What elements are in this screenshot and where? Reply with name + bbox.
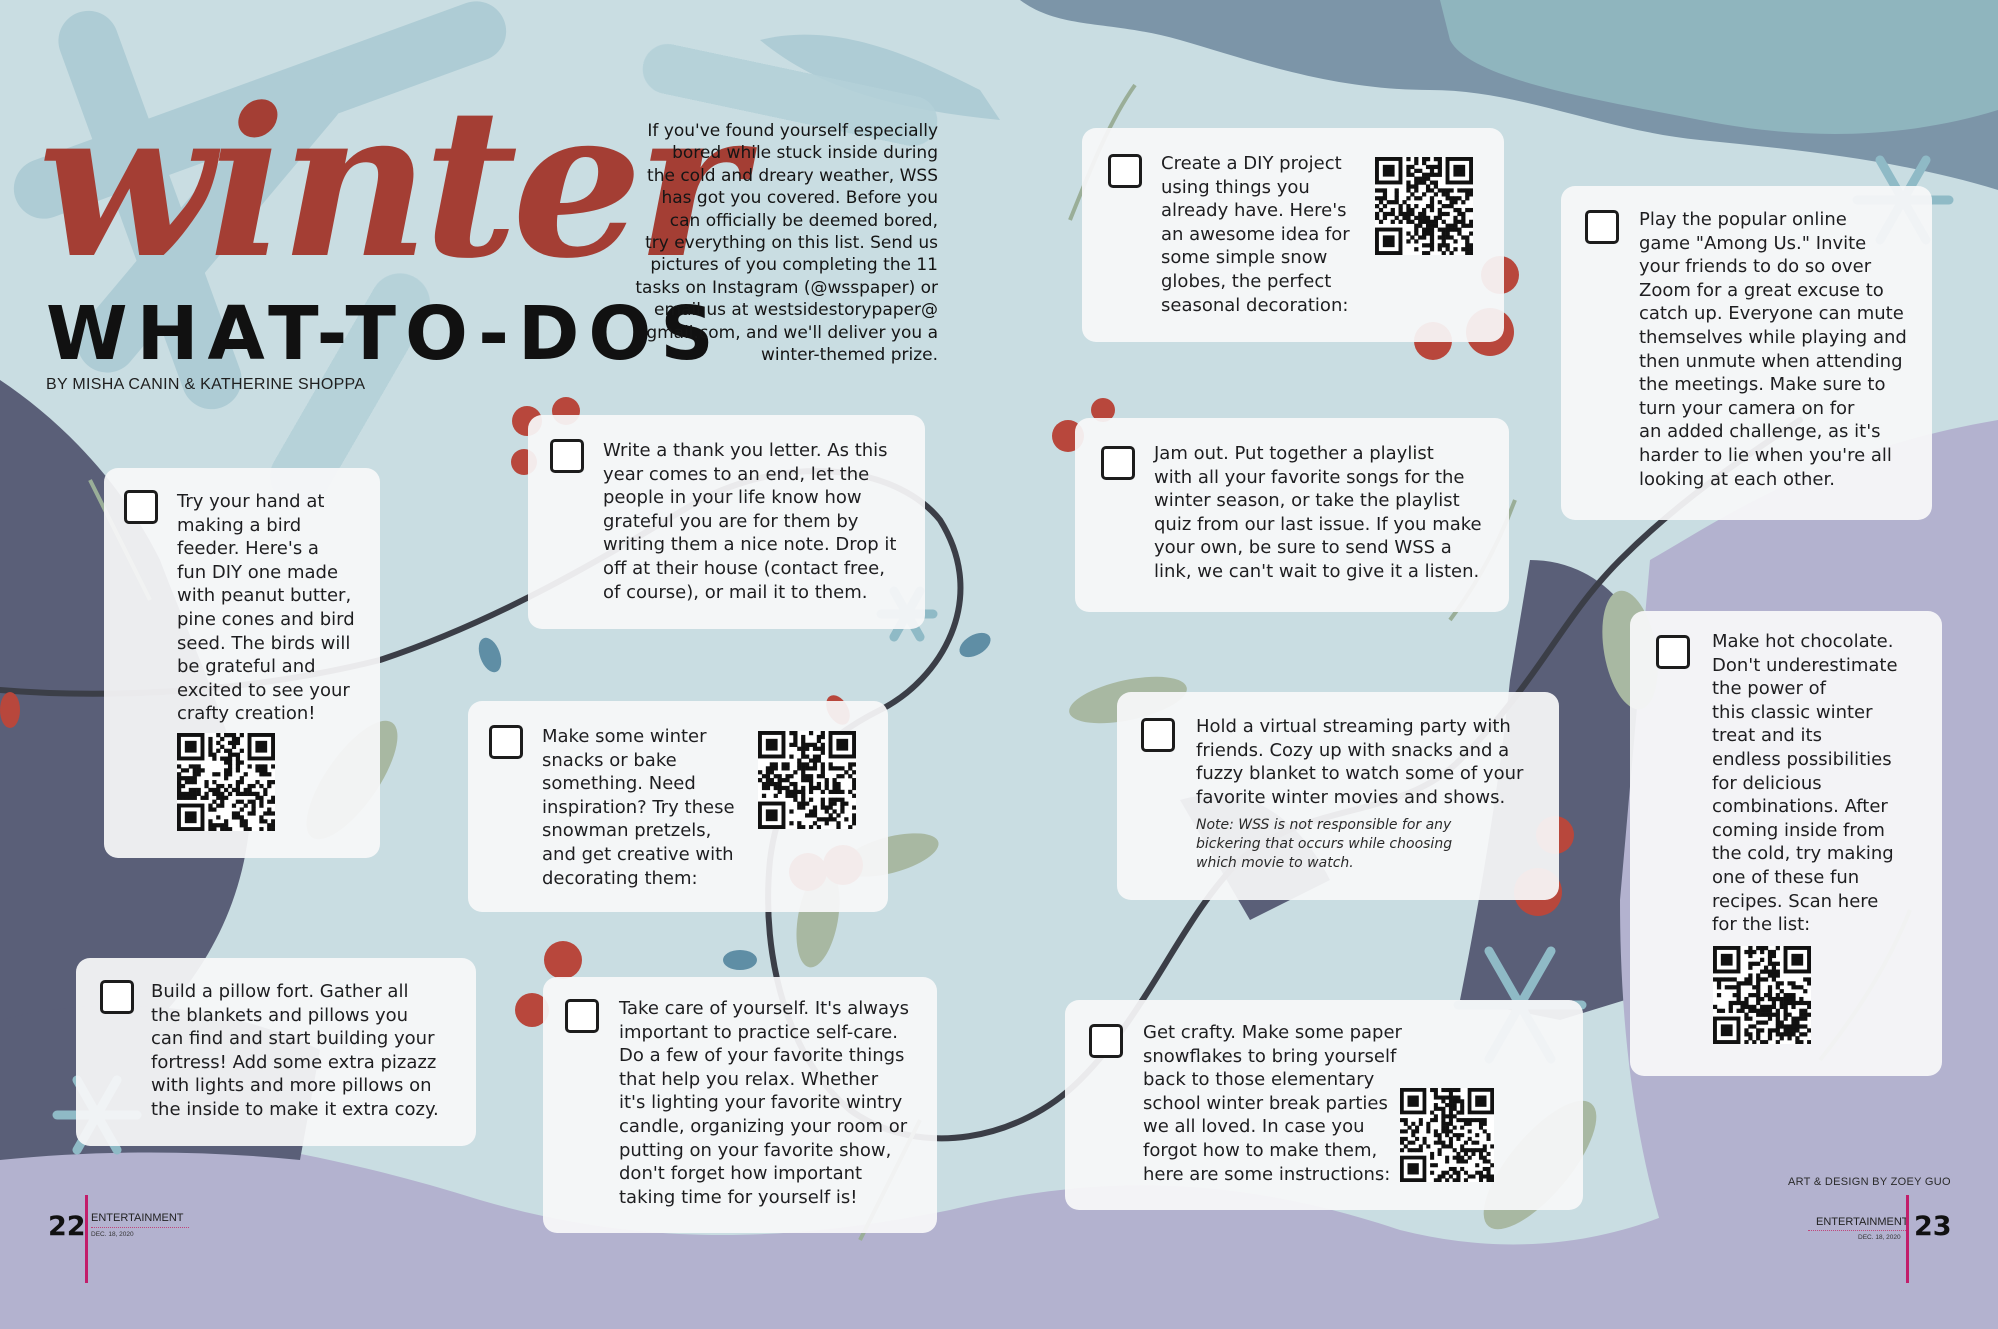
task-text: Make hot chocolate. Don't underestimate … — [1712, 631, 1898, 936]
dotted-rule-right — [1808, 1230, 1906, 1231]
task-text: Write a thank you letter. As this year c… — [603, 440, 897, 603]
task-checkbox[interactable] — [565, 999, 599, 1033]
task-checkbox[interactable] — [1656, 635, 1690, 669]
task-card-among-us: Play the popular online game "Among Us."… — [1561, 186, 1932, 520]
task-text: Create a DIY project using things you al… — [1161, 153, 1350, 316]
task-card-jam-out: Jam out. Put together a playlist with al… — [1075, 418, 1509, 612]
art-credit: ART & DESIGN BY ZOEY GUO — [1788, 1176, 1951, 1188]
byline: BY MISHA CANIN & KATHERINE SHOPPA — [46, 376, 366, 393]
task-card-diy-project: Create a DIY project using things you al… — [1082, 128, 1504, 342]
task-text: Build a pillow fort. Gather all the blan… — [151, 981, 439, 1120]
intro-paragraph: If you've found yourself especially bore… — [635, 121, 938, 366]
task-text: Hold a virtual streaming party with frie… — [1196, 716, 1524, 808]
page-number-left: 22 — [48, 1211, 86, 1242]
task-checkbox[interactable] — [1089, 1024, 1123, 1058]
task-card-thank-you: Write a thank you letter. As this year c… — [528, 415, 925, 629]
issue-date-right: DEC. 18, 2020 — [1858, 1234, 1901, 1241]
page-divider-left — [85, 1195, 88, 1283]
title-script-winter: winter — [38, 64, 745, 304]
section-label-right: ENTERTAINMENT — [1816, 1216, 1909, 1228]
qr-code[interactable] — [758, 731, 856, 829]
issue-date-left: DEC. 18, 2020 — [91, 1231, 134, 1238]
task-checkbox[interactable] — [489, 725, 523, 759]
task-checkbox[interactable] — [1101, 446, 1135, 480]
qr-code[interactable] — [1375, 157, 1473, 255]
task-card-self-care: Take care of yourself. It's always impor… — [543, 977, 937, 1233]
task-card-get-crafty: Get crafty. Make some paper snowflakes t… — [1065, 1000, 1583, 1210]
blob-teal — [1440, 0, 1998, 134]
qr-code[interactable] — [1713, 946, 1811, 1044]
task-text: Jam out. Put together a playlist with al… — [1154, 443, 1482, 582]
task-checkbox[interactable] — [1141, 718, 1175, 752]
task-text: Play the popular online game "Among Us."… — [1639, 209, 1907, 490]
task-card-bird-feeder: Try your hand at making a bird feeder. H… — [104, 468, 380, 858]
task-text: Take care of yourself. It's always impor… — [619, 998, 910, 1208]
page-number-right: 23 — [1914, 1211, 1952, 1242]
task-card-pillow-fort: Build a pillow fort. Gather all the blan… — [76, 958, 476, 1146]
dotted-rule-left — [91, 1227, 189, 1228]
task-card-hot-chocolate: Make hot chocolate. Don't underestimate … — [1630, 611, 1942, 1076]
task-checkbox[interactable] — [550, 439, 584, 473]
task-checkbox[interactable] — [124, 490, 158, 524]
task-text: Make some winter snacks or bake somethin… — [542, 726, 735, 889]
task-note: Note: WSS is not responsible for any bic… — [1196, 817, 1453, 871]
task-checkbox[interactable] — [1585, 210, 1619, 244]
title-what-to-dos: WHAT-TO-DOS — [46, 291, 723, 377]
light-bulbs — [478, 632, 991, 970]
task-card-streaming-party: Hold a virtual streaming party with frie… — [1117, 692, 1559, 900]
task-checkbox[interactable] — [1108, 154, 1142, 188]
section-label-left: ENTERTAINMENT — [91, 1212, 184, 1224]
page-divider-right — [1906, 1195, 1909, 1283]
qr-code[interactable] — [177, 733, 275, 831]
task-text: Get crafty. Make some paper snowflakes t… — [1143, 1022, 1402, 1185]
snowflake-arm — [270, 44, 938, 507]
task-checkbox[interactable] — [100, 980, 134, 1014]
task-text: Try your hand at making a bird feeder. H… — [177, 491, 355, 725]
blob-bottom — [0, 1120, 1998, 1329]
qr-code[interactable] — [1400, 1088, 1494, 1182]
giant-snowflake — [13, 1, 1000, 410]
task-card-snacks: Make some winter snacks or bake somethin… — [468, 701, 888, 912]
